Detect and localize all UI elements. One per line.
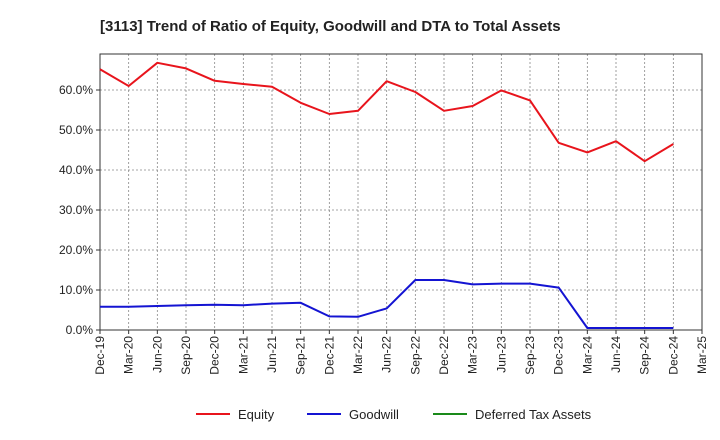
y-tick-label: 20.0% xyxy=(59,243,93,257)
y-tick-label: 50.0% xyxy=(59,123,93,137)
x-tick-label: Jun-22 xyxy=(380,336,394,373)
series-line-goodwill xyxy=(100,279,674,329)
plot-area-frame xyxy=(99,53,703,331)
x-tick-label: Sep-23 xyxy=(523,336,537,375)
x-tick-label: Mar-22 xyxy=(351,336,365,374)
x-tick-label: Dec-20 xyxy=(208,336,222,375)
x-tick-label: Sep-20 xyxy=(179,336,193,375)
x-tick-label: Mar-23 xyxy=(466,336,480,374)
x-tick-label: Dec-22 xyxy=(437,336,451,375)
x-tick-label: Sep-22 xyxy=(408,336,422,375)
y-tick-label: 40.0% xyxy=(59,163,93,177)
legend: Equity Goodwill Deferred Tax Assets xyxy=(196,407,592,422)
x-tick-label: Dec-23 xyxy=(552,336,566,375)
x-tick-label: Jun-21 xyxy=(265,336,279,373)
grid-lines xyxy=(100,54,702,330)
x-tick-label: Mar-21 xyxy=(236,336,250,374)
series-line-equity xyxy=(99,61,674,163)
x-tick-label: Jun-20 xyxy=(150,336,164,373)
x-tick-label: Mar-25 xyxy=(695,336,709,374)
series-lines xyxy=(99,61,674,329)
x-tick-label: Dec-21 xyxy=(322,336,336,375)
x-tick-label: Sep-21 xyxy=(294,336,308,375)
x-tick-label: Sep-24 xyxy=(638,336,652,375)
y-axis: 0.0% 10.0% 20.0% 30.0% 40.0% 50.0% 60.0% xyxy=(59,83,100,337)
y-tick-label: 10.0% xyxy=(59,283,93,297)
x-tick-label: Mar-24 xyxy=(580,336,594,374)
legend-label-deferred-tax-assets: Deferred Tax Assets xyxy=(475,407,592,422)
x-tick-label: Dec-19 xyxy=(93,336,107,375)
legend-label-goodwill: Goodwill xyxy=(349,407,399,422)
legend-label-equity: Equity xyxy=(238,407,275,422)
y-tick-label: 60.0% xyxy=(59,83,93,97)
x-axis: Dec-19 Mar-20 Jun-20 Sep-20 Dec-20 Mar-21 Jun-… xyxy=(93,330,709,375)
y-tick-label: 0.0% xyxy=(66,323,94,337)
y-tick-label: 30.0% xyxy=(59,203,93,217)
chart-title: [3113] Trend of Ratio of Equity, Goodwil… xyxy=(100,18,561,35)
x-tick-label: Jun-24 xyxy=(609,336,623,373)
x-tick-label: Jun-23 xyxy=(494,336,508,373)
x-tick-label: Mar-20 xyxy=(122,336,136,374)
x-tick-label: Dec-24 xyxy=(666,336,680,375)
